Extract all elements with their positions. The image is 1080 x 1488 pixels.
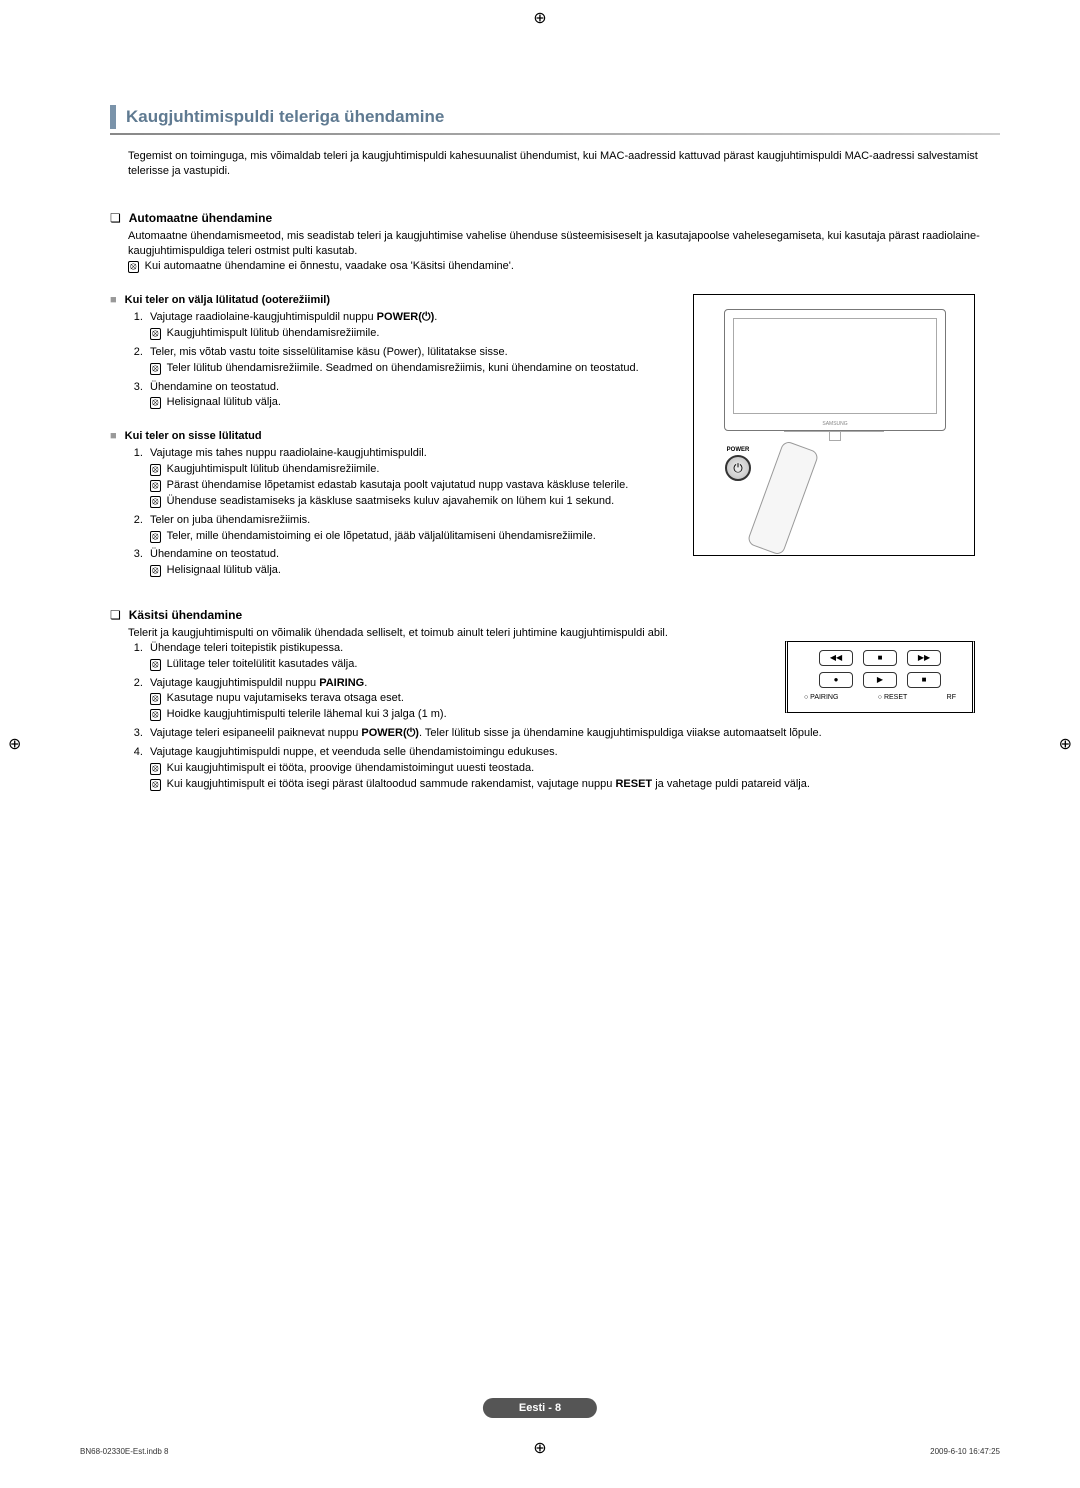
manual-intro: Telerit ja kaugjuhtimispulti on võimalik…	[128, 626, 1000, 641]
step-item: Teler on juba ühendamisrežiimis.Teler, m…	[146, 513, 670, 544]
section-title-wrap: Kaugjuhtimispuldi teleriga ühendamine	[110, 105, 1000, 129]
step-item: Ühendamine on teostatud.Helisignaal lüli…	[146, 380, 670, 411]
auto-off-block: Kui teler on välja lülitatud (ooterežiim…	[110, 294, 670, 578]
step-note: Teler lülitub ühendamisrežiimile. Seadme…	[150, 361, 670, 376]
step-note: Kui kaugjuhtimispult ei tööta, proovige …	[150, 761, 966, 776]
page-footer-center: Eesti - 8	[483, 1398, 597, 1418]
step-note: Kaugjuhtimispult lülitub ühendamisrežiim…	[150, 462, 670, 477]
step-text: Vajutage mis tahes nuppu raadiolaine-kau…	[150, 446, 670, 461]
step-note: Ühenduse seadistamiseks ja käskluse saat…	[150, 494, 670, 509]
page-footer-left: BN68-02330E-Est.indb 8	[80, 1447, 169, 1456]
auto-on-steps: Vajutage mis tahes nuppu raadiolaine-kau…	[110, 446, 670, 578]
button-row-2: ● ▶ ■	[800, 672, 960, 688]
step-text: Teler, mis võtab vastu toite sisselülita…	[150, 345, 670, 360]
auto-body: SAMSUNG POWER ⏻ Kui teler on välja lülit…	[110, 294, 1000, 578]
auto-section: Automaatne ühendamine Automaatne ühendam…	[110, 211, 1000, 578]
step-text: Teler on juba ühendamisrežiimis.	[150, 513, 670, 528]
step-item: Ühendamine on teostatud.Helisignaal lüli…	[146, 547, 670, 578]
step-note: Kaugjuhtimispult lülitub ühendamisrežiim…	[150, 326, 670, 341]
tv-screen	[733, 318, 937, 414]
content: Kaugjuhtimispuldi teleriga ühendamine Te…	[110, 105, 1000, 791]
auto-off-heading: Kui teler on välja lülitatud (ooterežiim…	[128, 294, 670, 306]
record-icon: ●	[819, 672, 853, 688]
auto-on-heading: Kui teler on sisse lülitatud	[128, 430, 670, 442]
remote-buttons-illustration: ◀◀ ■ ▶▶ ● ▶ ■ ○ PAIRING ○ RESET RF	[785, 641, 975, 713]
step-item: Teler, mis võtab vastu toite sisselülita…	[146, 345, 670, 376]
crop-mark-bottom: ⊕	[533, 1438, 546, 1458]
step-text: Vajutage kaugjuhtimispuldi nuppe, et vee…	[150, 745, 966, 760]
tv-body: SAMSUNG	[724, 309, 946, 431]
page-footer-right: 2009-6-10 16:47:25	[930, 1447, 1000, 1456]
page: ⊕ ⊕ ⊕ Kaugjuhtimispuldi teleriga ühendam…	[0, 0, 1080, 1488]
power-icon: ⏻	[725, 455, 751, 481]
step-item: Vajutage kaugjuhtimispuldi nuppe, et vee…	[146, 745, 966, 792]
forward-icon: ▶▶	[907, 650, 941, 666]
label-row: ○ PAIRING ○ RESET RF	[800, 694, 960, 701]
auto-heading: Automaatne ühendamine	[128, 211, 1000, 225]
step-note: Helisignaal lülitub välja.	[150, 563, 670, 578]
rewind-icon: ◀◀	[819, 650, 853, 666]
stop2-icon: ■	[907, 672, 941, 688]
play-icon: ▶	[863, 672, 897, 688]
auto-intro: Automaatne ühendamismeetod, mis seadista…	[128, 229, 1000, 259]
crop-mark-left: ⊕	[8, 734, 21, 754]
tv-illustration: SAMSUNG POWER ⏻	[693, 294, 975, 556]
title-underline	[110, 133, 1000, 135]
button-row-1: ◀◀ ■ ▶▶	[800, 650, 960, 666]
step-item: Vajutage mis tahes nuppu raadiolaine-kau…	[146, 446, 670, 508]
manual-body: ◀◀ ■ ▶▶ ● ▶ ■ ○ PAIRING ○ RESET RF	[110, 641, 1000, 792]
step-note: Teler, mille ühendamistoiming ei ole lõp…	[150, 529, 670, 544]
section-title: Kaugjuhtimispuldi teleriga ühendamine	[126, 107, 444, 127]
auto-note: Kui automaatne ühendamine ei õnnestu, va…	[128, 259, 1000, 274]
crop-mark-top: ⊕	[533, 8, 546, 28]
step-note: Pärast ühendamise lõpetamist edastab kas…	[150, 478, 670, 493]
step-note: Kui kaugjuhtimispult ei tööta isegi pära…	[150, 777, 966, 792]
step-text: Ühendamine on teostatud.	[150, 547, 670, 562]
manual-heading: Käsitsi ühendamine	[128, 608, 1000, 622]
step-item: Vajutage teleri esipaneelil paiknevat nu…	[146, 726, 966, 741]
step-text: Ühendamine on teostatud.	[150, 380, 670, 395]
manual-section: Käsitsi ühendamine Telerit ja kaugjuhtim…	[110, 608, 1000, 791]
reset-label: ○ RESET	[878, 694, 908, 701]
rf-label: RF	[947, 694, 956, 701]
power-label: POWER	[724, 447, 752, 453]
remote-illustration	[746, 440, 819, 556]
pairing-label: ○ PAIRING	[804, 694, 838, 701]
stop-icon: ■	[863, 650, 897, 666]
intro-text: Tegemist on toiminguga, mis võimaldab te…	[128, 149, 1000, 179]
power-group: POWER ⏻	[724, 447, 752, 483]
crop-mark-right: ⊕	[1059, 734, 1072, 754]
tv-brand: SAMSUNG	[822, 421, 847, 427]
step-note: Helisignaal lülitub välja.	[150, 395, 670, 410]
step-item: Vajutage raadiolaine-kaugjuhtimispuldil …	[146, 310, 670, 341]
step-text: Vajutage raadiolaine-kaugjuhtimispuldil …	[150, 310, 670, 325]
auto-off-steps: Vajutage raadiolaine-kaugjuhtimispuldil …	[110, 310, 670, 410]
step-text: Vajutage teleri esipaneelil paiknevat nu…	[150, 726, 966, 741]
